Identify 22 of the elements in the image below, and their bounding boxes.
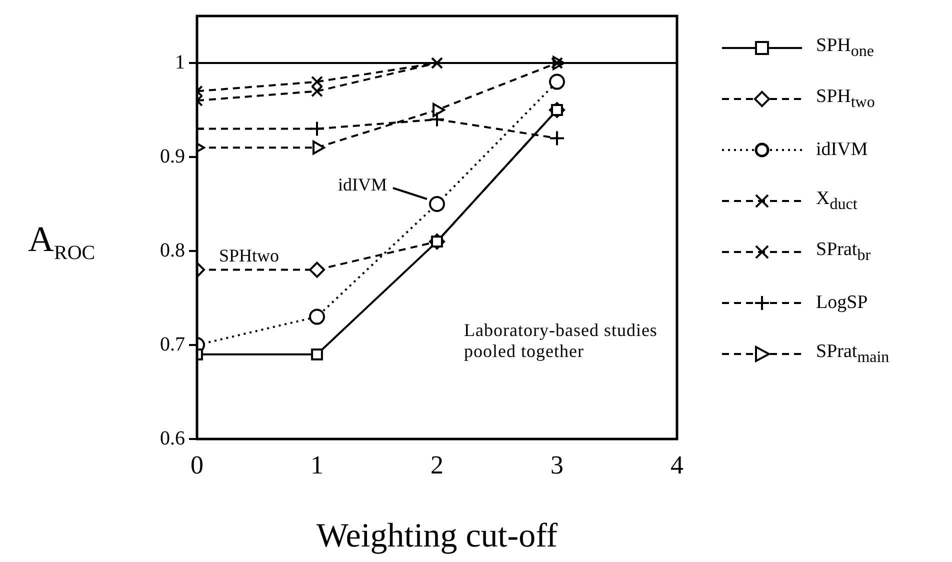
x-tick-label: 2 <box>430 450 444 480</box>
legend-label: SPrat$_{br}$ <box>816 238 871 264</box>
annotation: SPHtwo <box>219 246 280 266</box>
legend-label: SPH$_{two}$ <box>816 86 875 112</box>
annotation: idIVM <box>338 174 387 195</box>
y-tick-label: 0.7 <box>160 333 185 356</box>
y-tick-label: 0.9 <box>160 145 185 168</box>
x-tick-label: 3 <box>550 450 564 480</box>
legend-label: SPrat$_{main}$ <box>816 340 890 366</box>
y-tick-label: 0.6 <box>160 427 185 450</box>
y-tick-label: 1 <box>175 51 185 74</box>
annotation: Laboratory-based studies pooled together <box>464 320 658 362</box>
legend-label: SPH$_{one}$ <box>816 34 874 60</box>
x-tick-label: 1 <box>310 450 324 480</box>
y-tick-label: 0.8 <box>160 239 185 262</box>
legend-label: X$_{duct}$ <box>816 188 858 214</box>
legend-label: LogSP <box>816 292 868 314</box>
x-axis-title: Weighting cut-off <box>316 518 558 555</box>
y-axis-title: A$_{ROC}$ <box>28 218 96 266</box>
legend-label: idIVM <box>816 138 868 160</box>
x-tick-label: 0 <box>190 450 204 480</box>
x-tick-label: 4 <box>670 450 684 480</box>
